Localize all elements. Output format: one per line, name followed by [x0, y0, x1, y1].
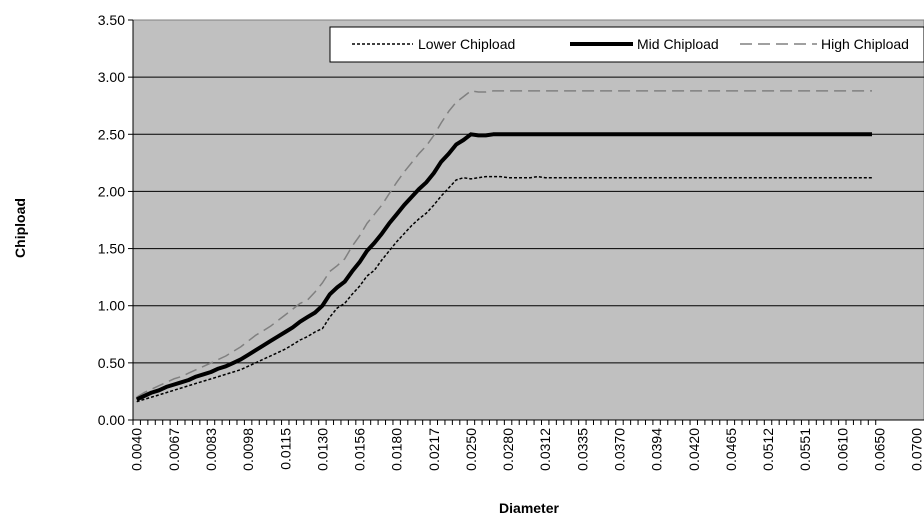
- x-tick-label: 0.0098: [240, 428, 256, 471]
- x-tick-label: 0.0250: [463, 428, 479, 471]
- legend-label-high: High Chipload: [821, 36, 909, 52]
- y-tick-label: 1.00: [98, 298, 125, 314]
- y-tick-label: 1.50: [98, 241, 125, 257]
- x-axis-title: Diameter: [499, 500, 559, 516]
- x-tick-label: 0.0217: [426, 428, 442, 471]
- x-axis: 0.0040 0.0067 0.0083 0.0098 0.0115 0.0130 0.01…: [129, 419, 924, 471]
- series-line-high-chipload: [136, 90, 872, 398]
- x-tick-label: 0.0370: [611, 428, 627, 471]
- legend-item-high: High Chipload: [740, 36, 909, 52]
- y-tick-label: 3.00: [98, 69, 125, 85]
- y-axis: 0.00 0.50 1.00 1.50 2.00 2.50 3.00 3.50: [98, 12, 134, 428]
- x-tick-label: 0.0335: [574, 428, 590, 471]
- x-tick-label: 0.0280: [500, 428, 516, 471]
- legend-item-lower: Lower Chipload: [352, 36, 515, 52]
- y-tick-label: 2.00: [98, 183, 125, 199]
- legend: Lower Chipload Mid Chipload High Chiploa…: [329, 26, 924, 63]
- x-tick-label: 0.0512: [760, 428, 776, 471]
- x-tick-label: 0.0067: [166, 428, 182, 471]
- x-tick-label: 0.0650: [871, 428, 887, 471]
- legend-item-mid: Mid Chipload: [570, 36, 719, 52]
- x-tick-label: 0.0551: [797, 428, 813, 471]
- series-line-mid-chipload: [135, 132, 872, 402]
- y-tick-label: 0.00: [98, 412, 125, 428]
- x-tick-label: 0.0610: [834, 428, 850, 471]
- y-axis-title: Chipload: [12, 198, 28, 258]
- x-tick-label: 0.0394: [649, 428, 665, 471]
- x-tick-label: 0.0312: [537, 428, 553, 471]
- x-tick-label: 0.0156: [352, 428, 368, 471]
- x-tick-label: 0.0420: [686, 428, 702, 471]
- plot-area: [132, 19, 924, 421]
- x-tick-label: 0.0040: [129, 428, 145, 471]
- x-tick-label: 0.0115: [277, 428, 293, 470]
- y-tick-label: 3.50: [98, 12, 125, 28]
- legend-label-lower: Lower Chipload: [418, 36, 515, 52]
- y-tick-label: 2.50: [98, 126, 125, 142]
- legend-label-mid: Mid Chipload: [637, 36, 719, 52]
- series-line-lower-chipload: [136, 175, 872, 403]
- x-tick-label: 0.0083: [203, 428, 219, 471]
- x-tick-label: 0.0465: [723, 428, 739, 471]
- series-group: [135, 90, 872, 403]
- y-tick-label: 0.50: [98, 355, 125, 371]
- x-tick-label: 0.0180: [389, 428, 405, 471]
- x-tick-label: 0.0700: [909, 428, 924, 471]
- x-tick-label: 0.0130: [314, 428, 330, 471]
